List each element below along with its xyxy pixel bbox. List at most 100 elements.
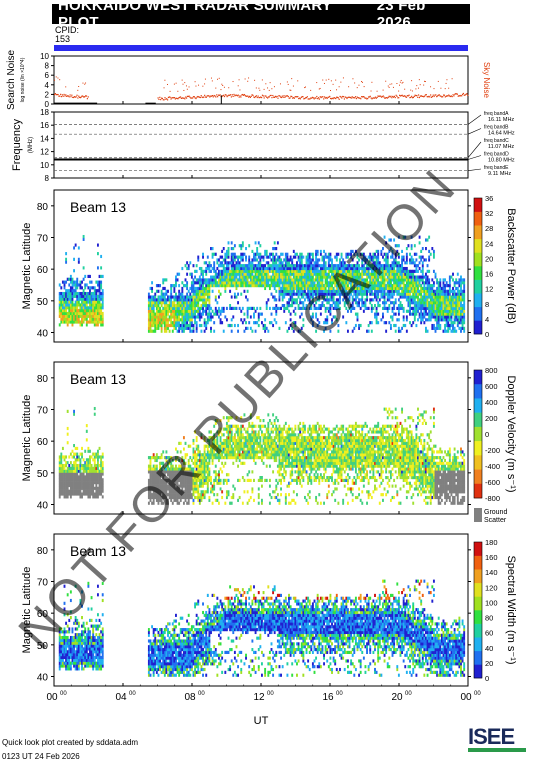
heatmap-cell [79,294,82,298]
heatmap-cell [232,258,235,262]
heatmap-cell [394,312,397,316]
heatmap-cell [448,281,451,285]
sky-noise-point [446,79,448,81]
ground-scatter-cell [77,486,80,490]
heatmap-cell [195,295,198,299]
sky-noise-point [335,79,337,81]
heatmap-cell [444,284,447,288]
heatmap-cell [272,252,275,256]
sky-noise-point [270,94,272,97]
heatmap-cell [264,266,267,271]
heatmap-cell [453,326,456,330]
heatmap-cell [316,269,319,273]
sky-noise-point [235,94,237,96]
ground-scatter-cell [90,486,93,490]
heatmap-cell [413,298,416,302]
heatmap-cell [458,309,461,313]
heatmap-cell [256,321,259,325]
heatmap-cell [413,292,416,296]
heatmap-cell [450,295,453,299]
heatmap-cell [286,266,289,271]
heatmap-cell [399,286,402,291]
heatmap-cell [82,277,85,281]
heatmap-cell [296,266,298,271]
heatmap-cell [418,312,421,316]
sky-noise-point [328,78,330,80]
heatmap-cell [453,315,456,319]
noise-ytick-label: 10 [40,52,49,61]
heatmap-cell [206,321,209,325]
heatmap-ylabel: Magnetic Latitude [21,223,33,310]
heatmap-cell [377,295,380,299]
heatmap-cell [308,281,311,285]
heatmap-cell [96,461,99,465]
sky-noise-point [305,97,308,99]
sky-noise-point [416,94,418,97]
heatmap-cell [375,255,378,259]
heatmap-cell [184,318,187,322]
heatmap-cell [372,286,375,291]
sky-noise-point [379,95,381,97]
heatmap-cell [92,300,95,304]
heatmap-cell [163,301,166,305]
heatmap-cell [63,300,66,304]
heatmap-cell [268,266,271,271]
heatmap-cell [302,281,305,285]
heatmap-cell [439,295,442,299]
heatmap-cell [246,315,249,319]
heatmap-cell [372,272,375,276]
heatmap-cell [276,306,279,310]
ground-scatter-cell [60,478,63,482]
heatmap-cell [350,292,353,296]
heatmap-cell [63,455,66,459]
heatmap-cell [278,272,281,276]
sky-noise-point [418,96,421,99]
heatmap-cell [429,301,432,305]
sky-noise-point [174,98,176,100]
heatmap-cell [213,281,216,285]
heatmap-cell [254,241,257,245]
ground-scatter-cell [60,486,63,490]
heatmap-cell [297,266,300,271]
heatmap-cell [461,281,464,285]
heatmap-cell [362,286,365,291]
heatmap-cell [192,292,195,296]
heatmap-cell [243,264,246,268]
heatmap-cell [82,297,85,301]
heatmap-cell [284,278,287,282]
heatmap-cell [407,281,410,285]
heatmap-cell [299,286,302,291]
heatmap-cell [253,315,255,319]
ground-scatter-cell [100,481,103,485]
heatmap-cell [337,298,340,302]
heatmap-cell [444,298,447,302]
sky-noise-point [393,95,396,97]
heatmap-cell [335,278,338,282]
heatmap-cell [361,261,364,265]
heatmap-cell [213,266,216,271]
heatmap-cell [402,284,405,288]
heatmap-cell [442,301,445,305]
heatmap-cell [84,469,87,473]
cpid-block: CPID: 153 [55,26,79,44]
heatmap-cell [407,309,410,313]
heatmap-cell [452,329,454,333]
sky-noise-point [293,97,295,99]
heatmap-cell [179,318,182,322]
heatmap-cell [195,304,198,308]
sky-noise-point [398,97,400,99]
frequency-ytick-label: 14 [40,134,49,143]
heatmap-cell [245,264,247,268]
heatmap-cell [334,301,337,305]
heatmap-cell [77,309,80,313]
heatmap-cell [157,315,160,319]
heatmap-cell [399,295,402,299]
heatmap-cell [440,306,443,310]
sky-noise-point [62,95,64,97]
heatmap-cell [452,289,454,293]
heatmap-cell [354,286,357,291]
heatmap-cell [283,309,286,313]
heatmap-cell [157,306,160,310]
colorbar-segment [474,225,482,240]
ground-scatter-cell [66,492,69,496]
